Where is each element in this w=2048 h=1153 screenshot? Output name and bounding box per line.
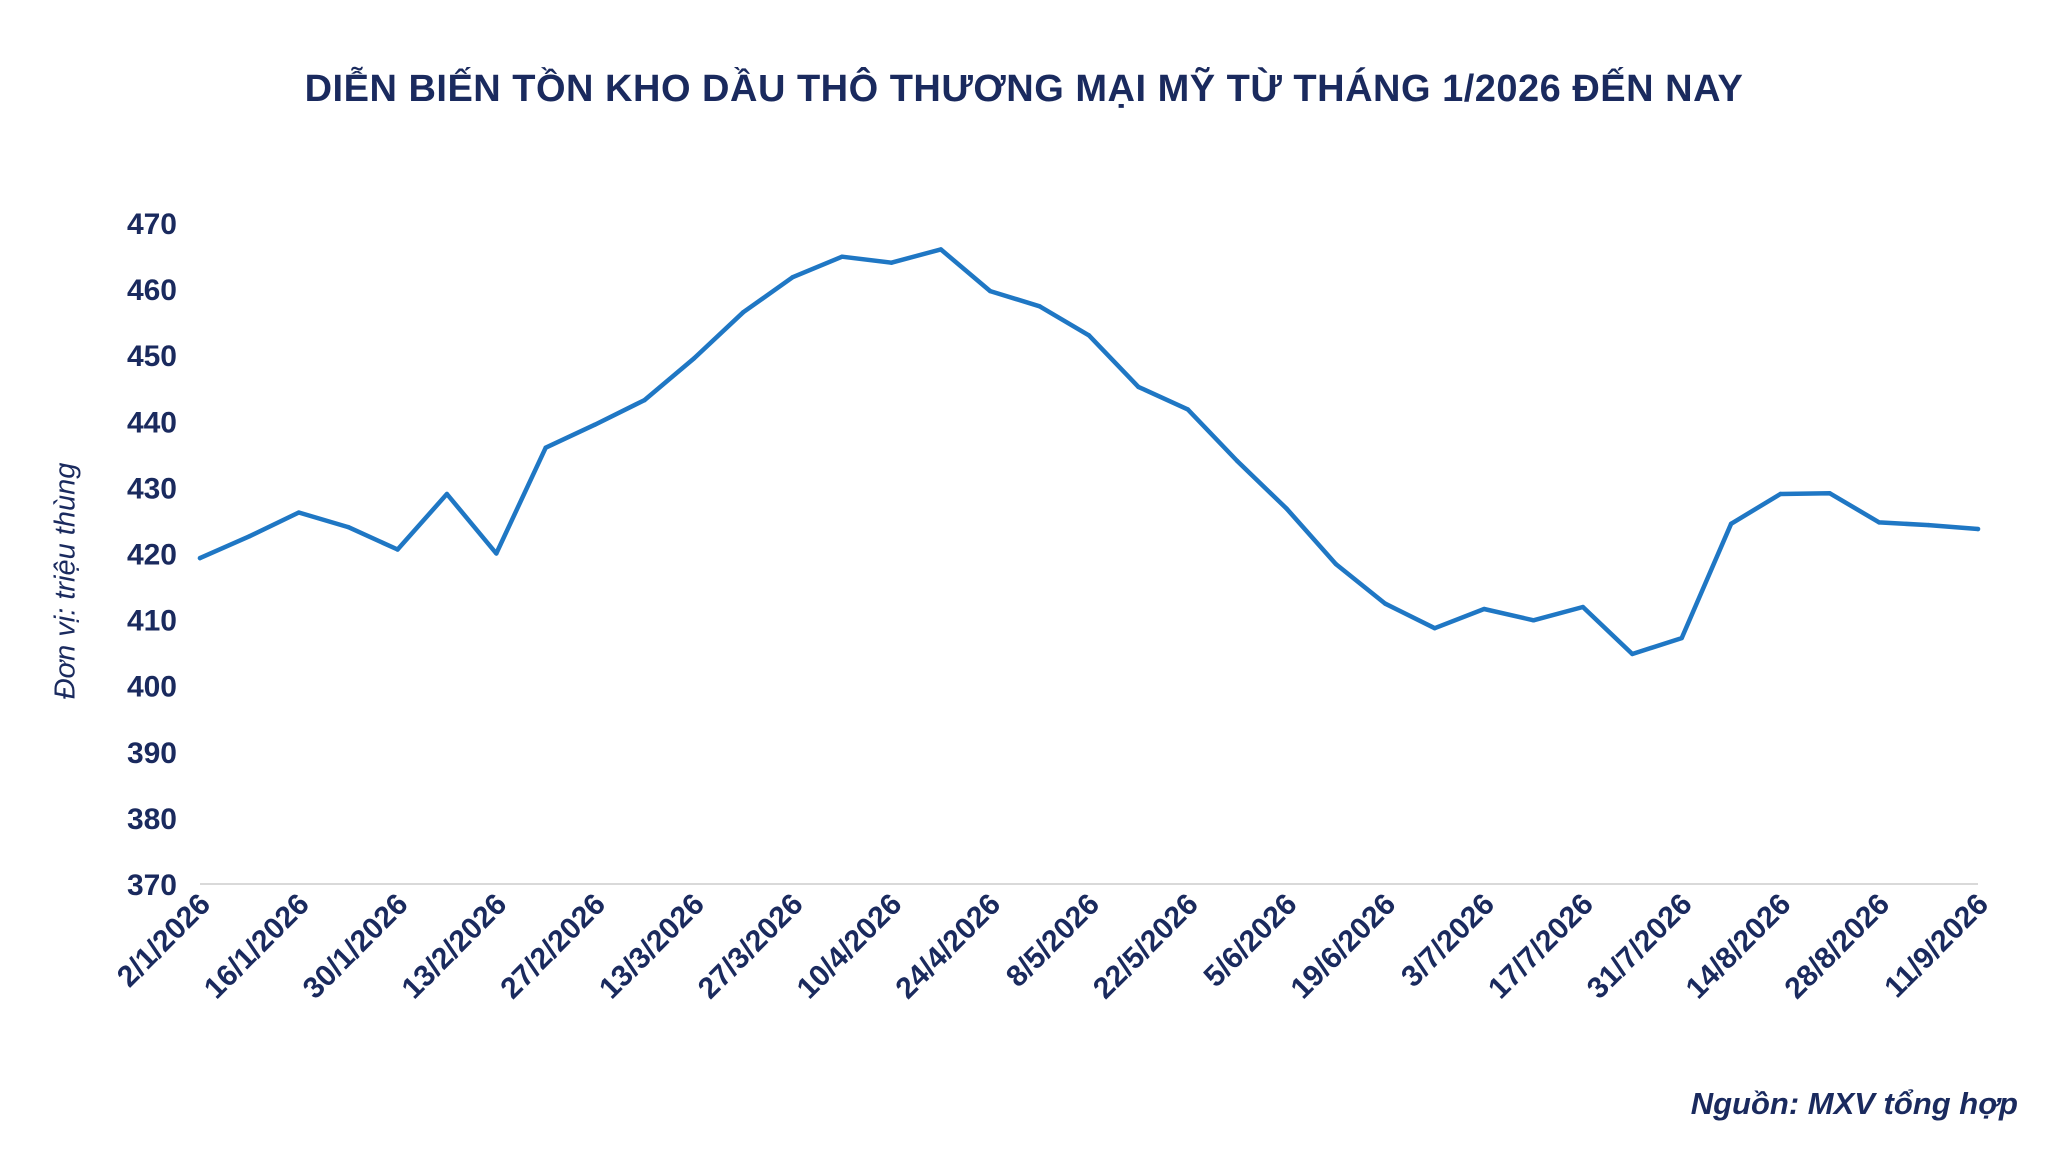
data-point xyxy=(592,422,598,427)
x-tick-label: 19/6/2026 xyxy=(1285,888,1403,1006)
data-point xyxy=(642,397,647,403)
data-point xyxy=(1531,618,1536,623)
data-point xyxy=(1037,304,1042,309)
data-point xyxy=(345,524,351,530)
data-point xyxy=(395,547,400,552)
x-tick-label: 16/1/2026 xyxy=(198,888,316,1006)
y-tick-label: 460 xyxy=(127,274,177,307)
y-tick-label: 410 xyxy=(127,605,177,638)
data-point xyxy=(938,247,944,252)
y-tick-label: 420 xyxy=(127,539,177,572)
y-tick-label: 370 xyxy=(127,869,177,902)
data-point xyxy=(1630,651,1635,657)
x-tick-label: 13/3/2026 xyxy=(593,888,711,1006)
data-point xyxy=(296,510,301,515)
y-tick-label: 400 xyxy=(127,671,177,704)
x-tick-label: 27/2/2026 xyxy=(494,888,612,1006)
data-point xyxy=(247,534,252,539)
x-tick-label: 17/7/2026 xyxy=(1482,888,1600,1006)
x-tick-label: 30/1/2026 xyxy=(297,888,415,1006)
data-point xyxy=(1185,407,1190,412)
x-tick-label: 31/7/2026 xyxy=(1581,888,1699,1006)
data-point xyxy=(1481,606,1487,612)
data-point xyxy=(1333,561,1339,567)
data-point xyxy=(988,288,993,294)
data-point xyxy=(1778,491,1783,497)
data-point xyxy=(1728,521,1734,526)
y-tick-label: 470 xyxy=(127,208,177,241)
y-tick-label: 430 xyxy=(127,472,177,505)
data-point xyxy=(1383,601,1388,606)
data-point xyxy=(1975,526,1981,532)
data-point xyxy=(1284,506,1289,511)
x-tick-label: 13/2/2026 xyxy=(396,888,514,1006)
x-tick-label: 11/9/2026 xyxy=(1878,888,1995,1005)
data-point xyxy=(839,254,845,259)
x-axis-ticks: 2/1/202616/1/202630/1/202613/2/202627/2/… xyxy=(111,888,1995,1006)
x-tick-label: 27/3/2026 xyxy=(692,888,810,1006)
data-point xyxy=(1136,384,1141,390)
series-line xyxy=(197,247,1981,657)
chart-title: DIỄN BIẾN TỒN KHO DẦU THÔ THƯƠNG MẠI MỸ … xyxy=(304,68,1744,110)
data-point xyxy=(1432,625,1437,631)
data-point xyxy=(1086,333,1092,338)
x-tick-label: 24/4/2026 xyxy=(889,888,1007,1006)
data-point xyxy=(691,356,697,361)
x-tick-label: 10/4/2026 xyxy=(791,888,909,1006)
y-axis-ticks: 470 460 450 440 430 420 410 400 390 380 370 xyxy=(127,208,177,902)
data-point xyxy=(494,551,499,556)
y-tick-label: 380 xyxy=(127,803,177,836)
y-axis-label: Đơn vị: triệu thùng xyxy=(49,462,82,700)
data-point xyxy=(1580,604,1586,610)
data-point xyxy=(1234,458,1240,464)
data-point xyxy=(444,491,450,497)
data-point xyxy=(197,555,203,561)
x-tick-label: 14/8/2026 xyxy=(1680,888,1798,1006)
y-tick-label: 390 xyxy=(127,737,177,770)
source-note: Nguồn: MXV tổng hợp xyxy=(1690,1086,2018,1121)
y-tick-label: 440 xyxy=(127,406,177,439)
y-tick-label: 450 xyxy=(127,340,177,373)
data-point xyxy=(889,260,894,265)
data-point xyxy=(790,275,795,280)
data-point xyxy=(1827,491,1833,496)
data-point xyxy=(543,445,548,450)
x-tick-label: 22/5/2026 xyxy=(1087,888,1205,1006)
series-group xyxy=(197,247,1981,657)
data-point xyxy=(741,310,746,315)
data-point xyxy=(1877,520,1882,525)
x-tick-label: 28/8/2026 xyxy=(1778,888,1896,1006)
data-point xyxy=(1926,522,1931,528)
data-point xyxy=(1679,635,1684,641)
